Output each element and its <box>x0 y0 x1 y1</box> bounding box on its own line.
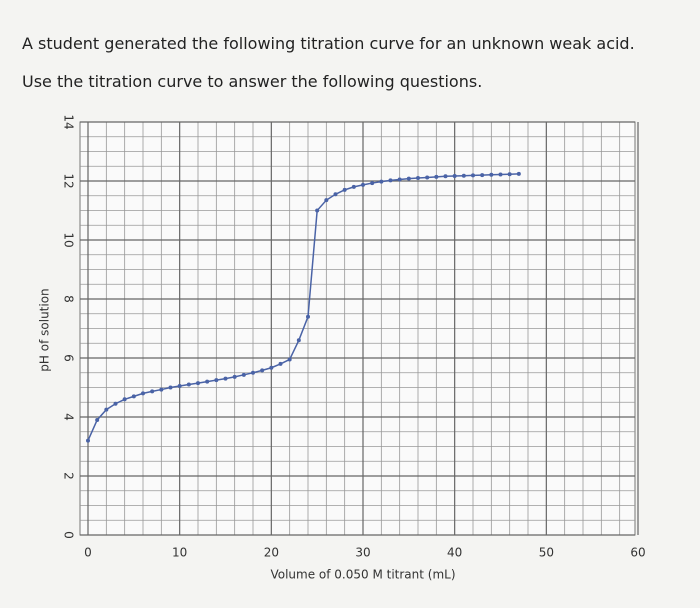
data-point <box>406 176 411 181</box>
data-point <box>196 381 200 386</box>
data-point <box>260 368 265 373</box>
data-point <box>342 187 347 192</box>
data-point <box>86 438 90 443</box>
question-line: Use the titration curve to answer the fo… <box>22 72 483 91</box>
data-point <box>287 357 292 362</box>
data-point <box>223 376 228 381</box>
data-point <box>241 372 246 377</box>
data-point <box>443 174 448 179</box>
data-point <box>461 173 466 178</box>
x-tick-label: 20 <box>264 546 279 560</box>
x-axis-label: Volume of 0.050 M titrant (mL) <box>270 568 455 582</box>
data-point <box>507 172 512 177</box>
x-tick-label: 10 <box>172 546 187 560</box>
x-tick-label: 30 <box>355 546 370 560</box>
data-point <box>186 382 191 387</box>
data-point <box>278 361 283 366</box>
data-point <box>150 389 155 394</box>
y-tick-label: 14 <box>62 114 76 129</box>
data-point <box>379 179 384 184</box>
question-line: A student generated the following titrat… <box>22 34 635 53</box>
data-point <box>416 176 420 181</box>
data-point <box>397 177 402 182</box>
y-tick-label: 8 <box>62 295 76 303</box>
data-point <box>425 175 430 180</box>
data-point <box>214 378 219 383</box>
y-tick-label: 12 <box>62 173 76 188</box>
data-point <box>370 181 375 186</box>
x-tick-label: 60 <box>630 546 645 560</box>
y-tick-label: 2 <box>62 472 76 480</box>
x-tick-label: 0 <box>84 546 92 560</box>
data-point <box>306 314 310 319</box>
data-point <box>159 387 164 392</box>
data-point <box>113 401 118 406</box>
data-point <box>141 391 145 396</box>
x-tick-label: 50 <box>539 546 554 560</box>
y-tick-label: 6 <box>62 354 76 362</box>
data-point <box>251 370 255 375</box>
data-point <box>489 172 494 177</box>
x-tick-label: 40 <box>447 546 462 560</box>
data-point <box>351 184 356 189</box>
data-point <box>324 198 329 203</box>
data-point <box>296 338 301 343</box>
data-point <box>516 171 521 176</box>
y-axis-label: pH of solution <box>38 288 52 371</box>
data-point <box>480 173 485 178</box>
data-point <box>131 394 136 399</box>
data-point <box>205 379 210 384</box>
y-tick-label: 4 <box>62 413 76 421</box>
data-point <box>333 192 338 197</box>
data-point <box>388 178 393 183</box>
data-point <box>122 397 127 402</box>
data-point <box>315 208 320 213</box>
y-tick-label: 0 <box>62 531 76 539</box>
data-point <box>498 172 503 177</box>
data-point <box>452 173 457 178</box>
data-point <box>177 384 182 389</box>
data-point <box>434 174 439 179</box>
data-point <box>269 365 274 370</box>
data-point <box>168 385 173 390</box>
data-point <box>361 182 365 187</box>
data-point <box>95 417 100 422</box>
data-point <box>232 374 237 379</box>
y-tick-label: 10 <box>62 232 76 247</box>
data-point <box>471 173 475 178</box>
data-point <box>104 407 109 412</box>
